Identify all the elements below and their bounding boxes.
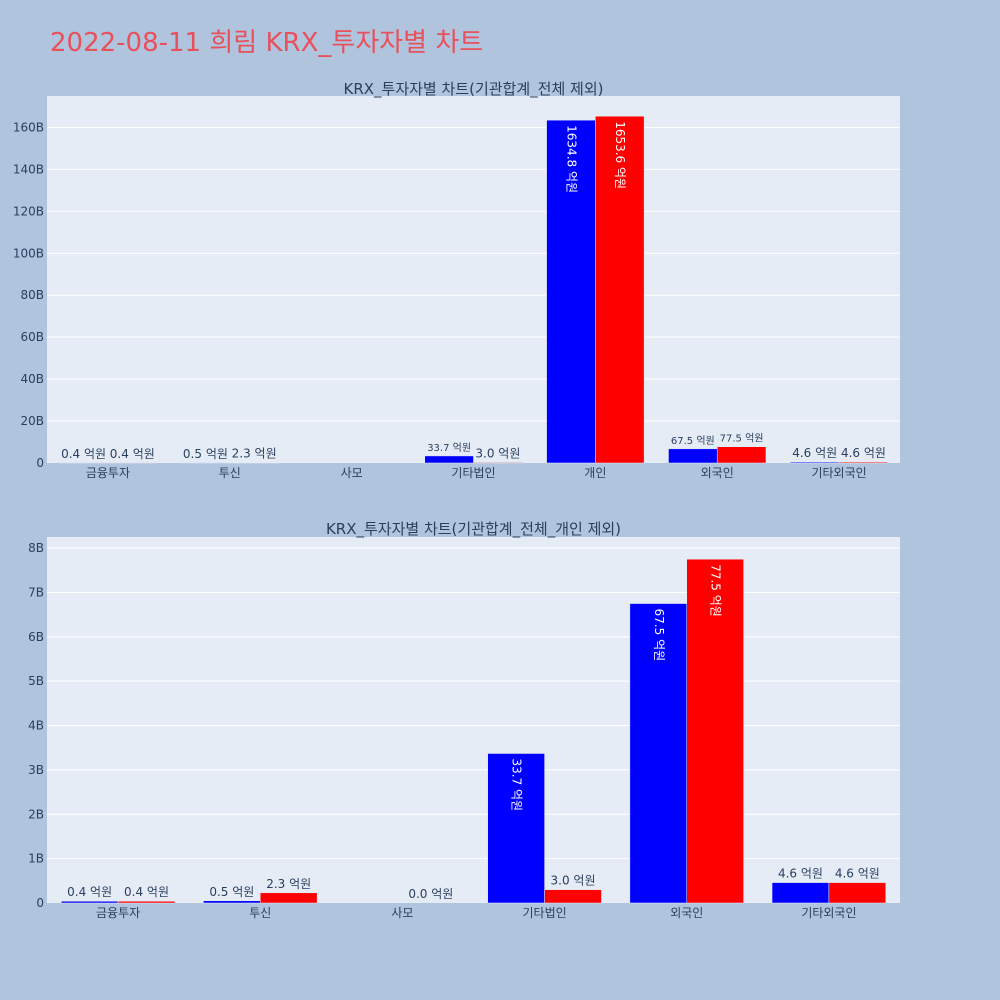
bar-data-label: 4.6 억원: [835, 867, 880, 881]
bar: [790, 461, 840, 464]
x-tick-label: 외국인: [701, 466, 734, 480]
bar: [424, 455, 474, 464]
x-tick-label: 투신: [219, 466, 241, 480]
bar-data-label: 0.5 억원: [183, 447, 228, 461]
bar-data-label: 4.6 억원: [792, 446, 837, 460]
bar-data-label: 67.5 억원: [671, 435, 715, 447]
bar: [203, 900, 261, 904]
y-tick-label: 140B: [13, 162, 44, 176]
y-tick-label: 5B: [28, 674, 44, 688]
bar-data-label: 0.4 억원: [124, 885, 169, 899]
y-tick-label: 1B: [28, 852, 44, 866]
bar-data-label: 4.6 억원: [778, 867, 823, 881]
y-tick-label: 100B: [13, 246, 44, 260]
bar-data-label: 0.5 억원: [209, 885, 254, 899]
bar-data-label: 1653.6 억원: [613, 121, 627, 189]
bar: [260, 892, 318, 904]
y-tick-label: 8B: [28, 541, 44, 555]
x-tick-label: 개인: [584, 466, 606, 480]
bar-data-label: 0.4 억원: [61, 447, 106, 461]
bar-data-label: 3.0 억원: [475, 446, 520, 460]
bar-data-label: 2.3 억원: [232, 447, 277, 461]
bar: [60, 900, 119, 904]
y-tick-label: 60B: [20, 330, 44, 344]
chart-title: KRX_투자자별 차트(기관합계_전체_개인 제외): [326, 520, 621, 539]
bar: [546, 119, 596, 464]
page-title: 2022-08-11 희림 KRX_투자자별 차트: [50, 28, 484, 58]
y-tick-label: 0: [36, 896, 44, 910]
y-tick-label: 20B: [20, 414, 44, 428]
x-tick-label: 기타법인: [451, 466, 495, 480]
y-tick-label: 4B: [28, 719, 44, 733]
x-tick-label: 기타외국인: [811, 466, 866, 480]
y-tick-label: 80B: [20, 288, 44, 302]
bar: [668, 448, 718, 464]
bar-data-label: 3.0 억원: [551, 874, 596, 888]
plot-area: [47, 537, 900, 903]
x-tick-label: 금융투자: [96, 906, 140, 920]
x-tick-label: 투신: [249, 906, 271, 920]
bar: [544, 889, 602, 904]
bar-data-label: 77.5 억원: [720, 433, 764, 445]
bar: [686, 558, 744, 904]
bar-data-label: 0.4 억원: [67, 885, 112, 899]
bar: [473, 462, 523, 464]
bar: [487, 753, 545, 904]
bar-data-label: 1634.8 억원: [564, 125, 578, 193]
x-tick-label: 외국인: [670, 906, 703, 920]
y-tick-label: 7B: [28, 585, 44, 599]
bar-data-label: 67.5 억원: [652, 609, 666, 662]
y-tick-label: 160B: [13, 120, 44, 134]
chart-1: 0 20B 40B 60B 80B 100B 120B 140B 160B KRX_투자자별 차트…: [13, 80, 900, 480]
plot-area: [47, 96, 900, 463]
chart-2: 0 1B 2B 3B 4B 5B 6B 7B 8B KRX_투자자별 차트(기관합계_전체_개인 …: [28, 520, 900, 920]
y-tick-label: 40B: [20, 372, 44, 386]
y-tick-label: 0: [36, 456, 44, 470]
y-tick-label: 3B: [28, 763, 44, 777]
bar-data-label: 4.6 억원: [841, 446, 886, 460]
y-tick-label: 120B: [13, 204, 44, 218]
x-tick-label: 기타법인: [522, 906, 566, 920]
bar: [838, 461, 889, 464]
bar: [828, 882, 887, 904]
y-tick-label: 6B: [28, 630, 44, 644]
x-tick-label: 금융투자: [86, 466, 130, 480]
x-tick-label: 사모: [341, 466, 363, 480]
bar: [771, 882, 830, 904]
bar: [595, 115, 645, 464]
bar-data-label: 33.7 억원: [510, 758, 524, 811]
x-tick-label: 기타외국인: [801, 906, 856, 920]
x-tick-label: 사모: [391, 906, 413, 920]
bar-data-label: 33.7 억원: [427, 442, 471, 454]
bar-data-label: 0.4 억원: [110, 447, 155, 461]
chart-title: KRX_투자자별 차트(기관합계_전체 제외): [344, 80, 604, 99]
bar: [629, 603, 688, 904]
bar: [117, 900, 176, 904]
bar-data-label: 0.0 억원: [408, 887, 453, 901]
bar-data-label: 2.3 억원: [266, 877, 311, 891]
bar: [716, 446, 767, 464]
y-tick-label: 2B: [28, 807, 44, 821]
bar-data-label: 77.5 억원: [709, 564, 723, 617]
